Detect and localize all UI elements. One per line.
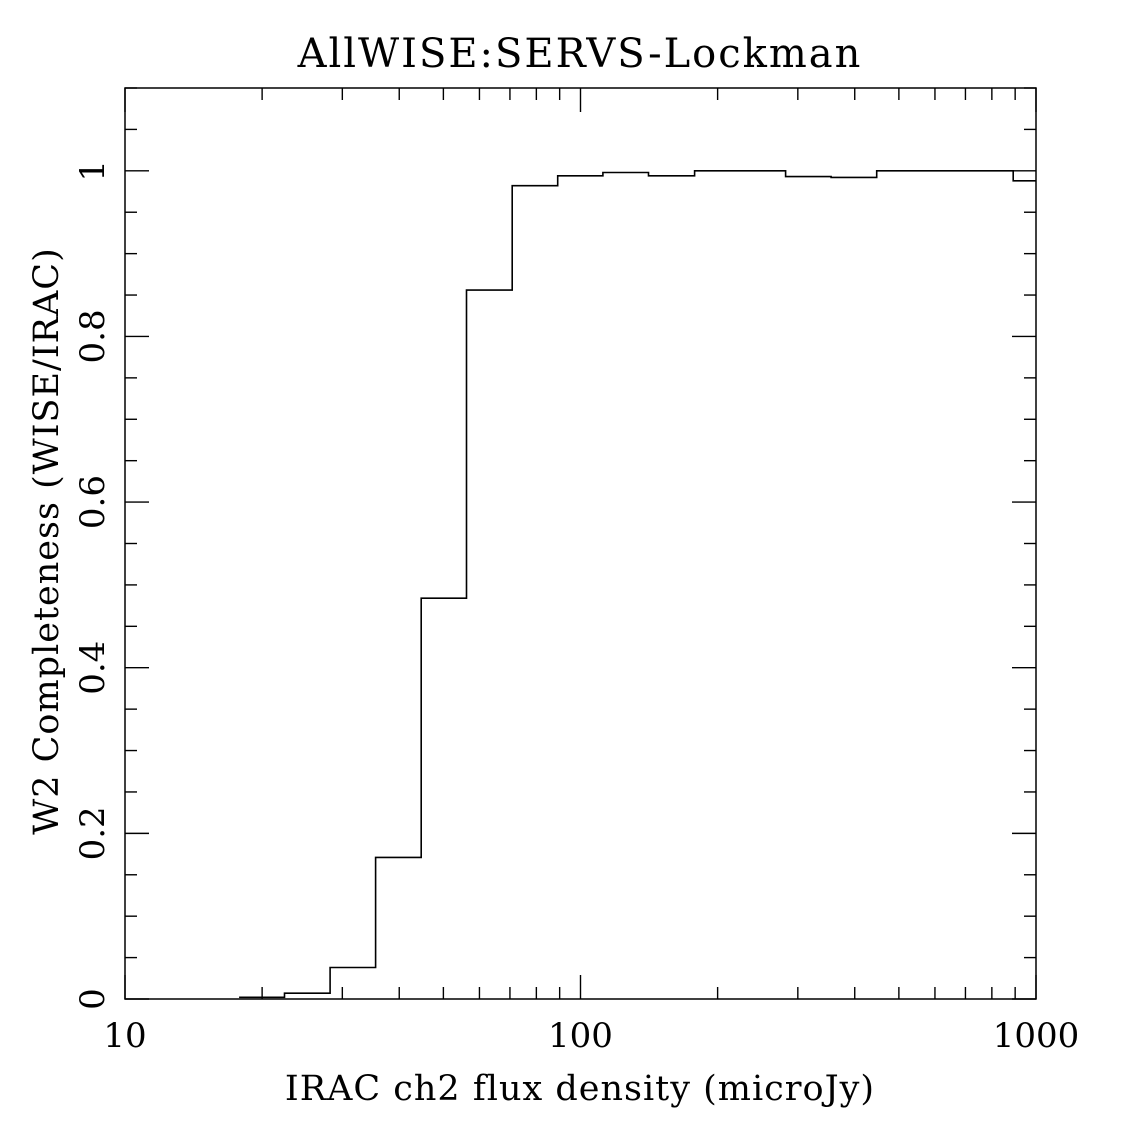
y-tick-labels: 0 0.2 0.4 0.6 0.8 1 bbox=[73, 160, 113, 1010]
y-tick-label: 0.6 bbox=[73, 475, 113, 529]
y-tick-label: 0 bbox=[73, 988, 113, 1010]
axis-ticks bbox=[124, 87, 1037, 1000]
y-tick-label: 1 bbox=[73, 160, 113, 182]
plot-frame bbox=[124, 87, 1037, 1000]
y-axis-title: W2 Completeness (WISE/IRAC) bbox=[27, 247, 67, 834]
completeness-step-series bbox=[239, 170, 1036, 999]
x-tick-label: 1000 bbox=[993, 1016, 1080, 1056]
x-tick-label: 100 bbox=[548, 1016, 613, 1056]
chart-title: AllWISE:SERVS-Lockman bbox=[297, 31, 863, 77]
y-tick-label: 0.2 bbox=[73, 806, 113, 860]
x-tick-labels: 10 100 1000 bbox=[103, 1016, 1079, 1056]
y-tick-label: 0.8 bbox=[73, 309, 113, 363]
x-tick-label: 10 bbox=[103, 1016, 146, 1056]
y-tick-label: 0.4 bbox=[73, 641, 113, 695]
x-axis-title: IRAC ch2 flux density (microJy) bbox=[285, 1069, 875, 1109]
